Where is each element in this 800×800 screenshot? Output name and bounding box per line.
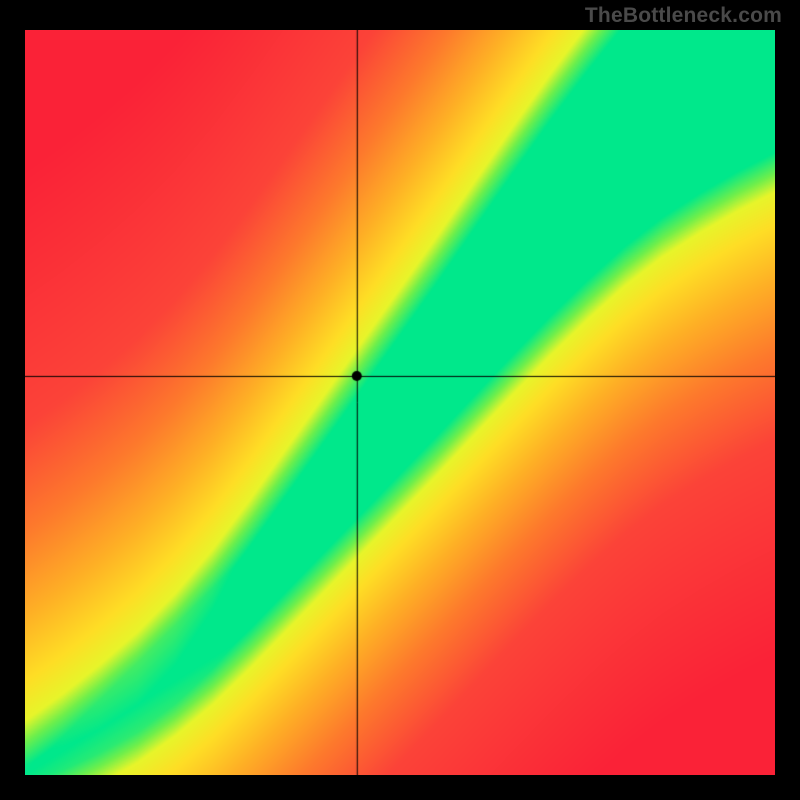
bottleneck-heatmap [25, 30, 775, 775]
watermark-text: TheBottleneck.com [585, 4, 782, 28]
